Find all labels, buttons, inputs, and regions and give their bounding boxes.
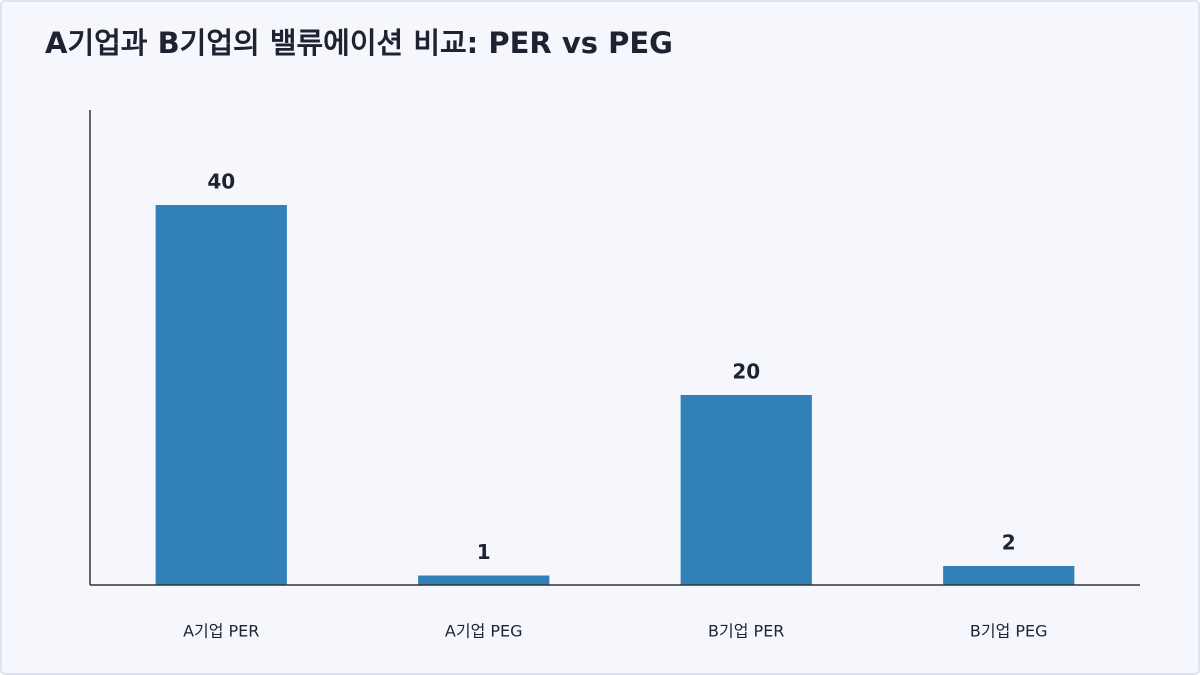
data-label: 20 [732, 360, 760, 384]
x-tick-label: A기업 PEG [445, 622, 523, 641]
x-tick-label: A기업 PER [183, 622, 259, 641]
bar [418, 575, 550, 585]
data-label: 2 [1002, 531, 1016, 555]
x-tick-label: B기업 PER [708, 622, 784, 641]
bar [680, 395, 812, 585]
x-tick-label: B기업 PEG [970, 622, 1048, 641]
bar [155, 205, 287, 585]
bar [943, 566, 1075, 585]
data-label: 1 [477, 540, 491, 564]
data-label: 40 [207, 170, 235, 194]
chart-title: A기업과 B기업의 밸류에이션 비교: PER vs PEG [45, 26, 673, 60]
